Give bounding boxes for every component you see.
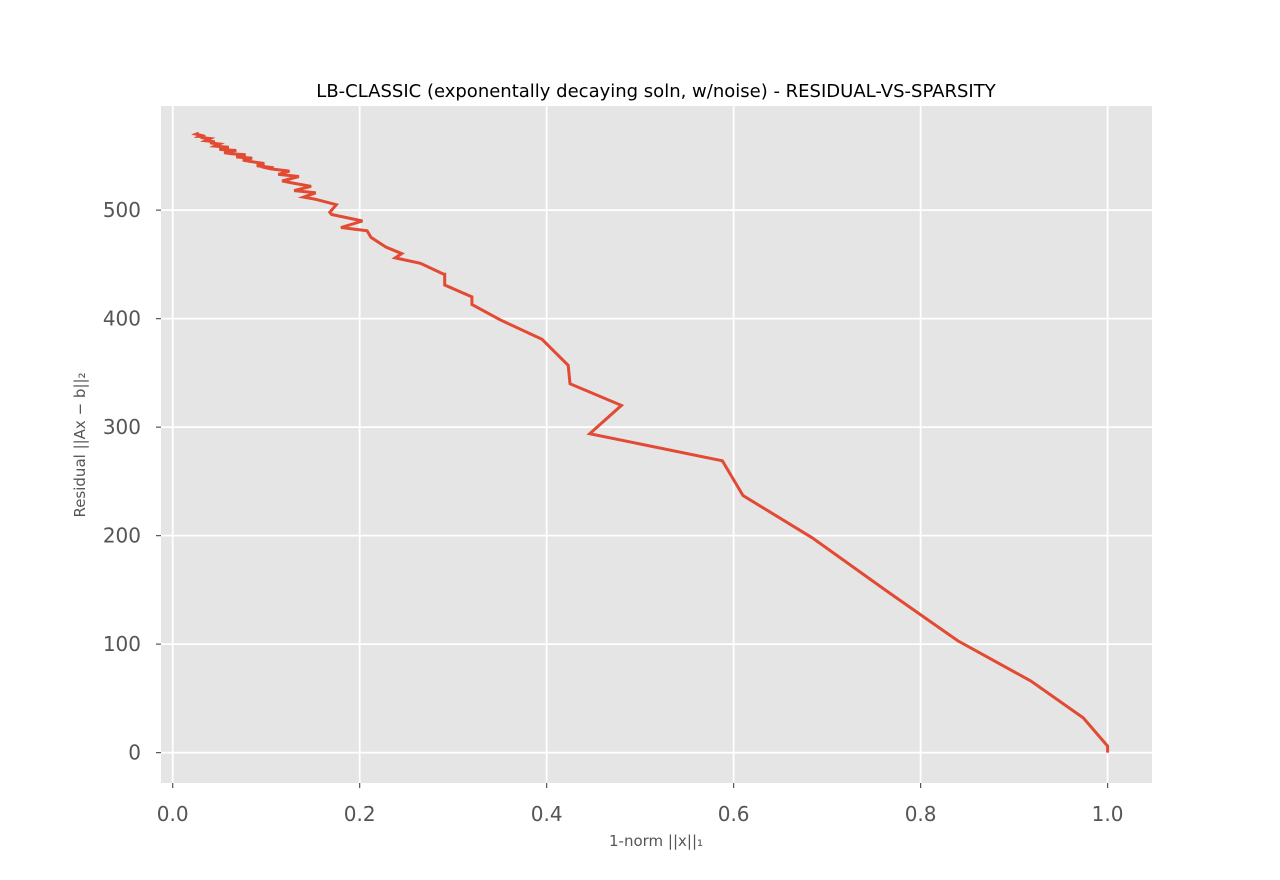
- y-tick-label: 100: [103, 632, 141, 656]
- y-tick-label: 400: [103, 307, 141, 331]
- plot-area: [161, 106, 1152, 783]
- series-layer: [191, 131, 1110, 753]
- grid-lines: [161, 106, 1152, 783]
- residual-series-line: [191, 131, 1110, 753]
- x-tick-label: 0.8: [905, 802, 937, 826]
- x-axis-label: 1-norm ||x||₁: [609, 832, 703, 850]
- y-tick-label: 300: [103, 415, 141, 439]
- y-tick-label: 200: [103, 524, 141, 548]
- y-axis-label: Residual ||Ax − b||₂: [71, 372, 89, 517]
- chart-title: LB-CLASSIC (exponentally decaying soln, …: [316, 81, 996, 102]
- x-tick-label: 0.6: [718, 802, 750, 826]
- y-tick-label: 0: [128, 741, 141, 765]
- axis-ticks: 0.0 0.2 0.4 0.6 0.8 1.0 0 100 200 300 400 500: [103, 198, 1124, 826]
- x-tick-label: 0.4: [531, 802, 563, 826]
- x-tick-label: 1.0: [1092, 802, 1124, 826]
- y-tick-label: 500: [103, 198, 141, 222]
- x-tick-label: 0.2: [344, 802, 376, 826]
- x-tick-label: 0.0: [157, 802, 189, 826]
